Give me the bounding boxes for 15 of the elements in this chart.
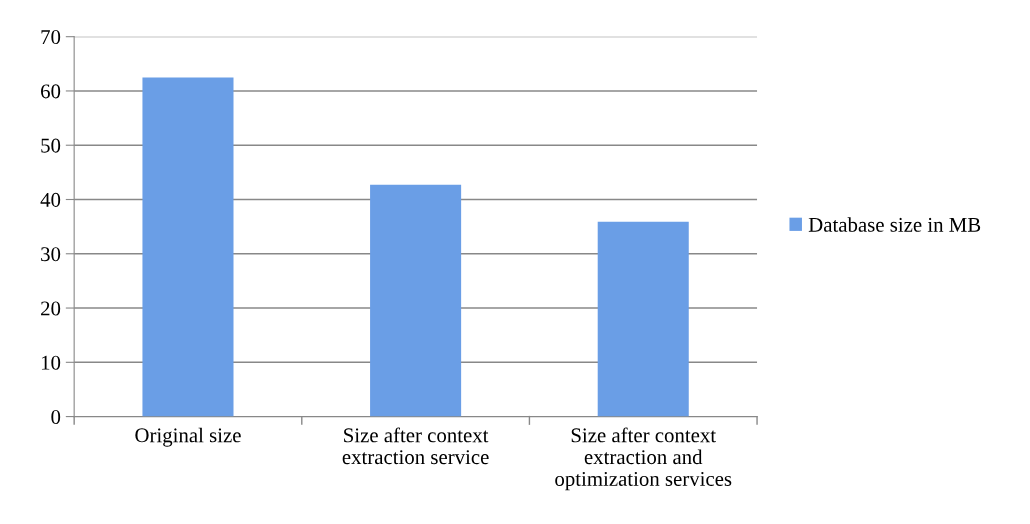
y-tick-label: 60 — [41, 84, 61, 99]
y-tick-label: 20 — [41, 301, 61, 316]
y-tick-label: 70 — [41, 30, 61, 45]
y-tick-label: 50 — [41, 138, 61, 153]
x-tick-label: Size after context extraction and optimization services — [555, 427, 732, 491]
bar — [370, 184, 462, 417]
x-tick-label: Original size — [135, 427, 241, 447]
bar — [142, 77, 234, 417]
y-tick-label: 10 — [41, 355, 61, 370]
legend-label: Database size in MB — [808, 217, 981, 232]
y-tick-label: 0 — [51, 409, 61, 425]
y-tick-label: 30 — [41, 247, 61, 262]
y-tick-label: 40 — [40, 192, 61, 207]
x-tick-label: Size after context extraction service — [342, 427, 489, 465]
bar — [597, 221, 689, 417]
